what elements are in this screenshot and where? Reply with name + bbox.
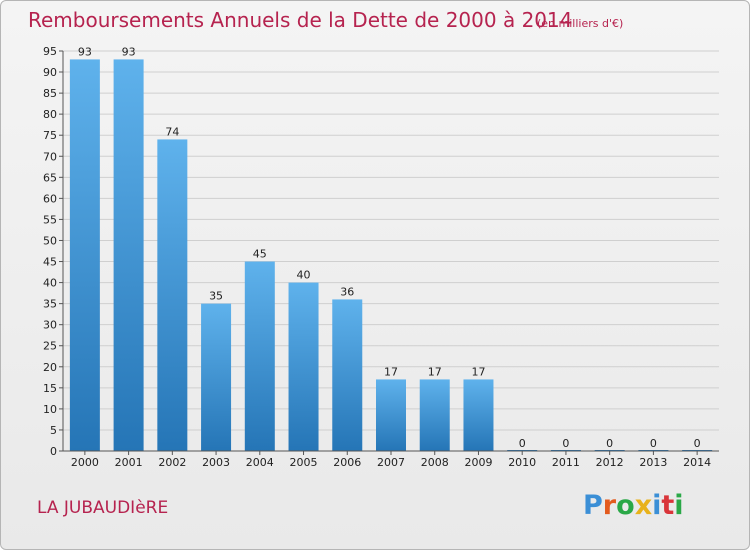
data-label-2010: 0 [519, 437, 526, 450]
y-tick-label: 55 [43, 213, 57, 226]
y-tick-label: 60 [43, 192, 57, 205]
y-tick-label: 90 [43, 66, 57, 79]
x-tick-label-2013: 2013 [639, 456, 667, 469]
y-tick-label: 45 [43, 256, 57, 269]
x-tick-label-2001: 2001 [115, 456, 143, 469]
x-tick-label-2003: 2003 [202, 456, 230, 469]
x-tick-label-2011: 2011 [552, 456, 580, 469]
y-tick-label: 35 [43, 298, 57, 311]
x-axis: 2000 2001 2002 2003 2004 2005 2006 2007 2008 2009… [63, 450, 719, 469]
data-label-2001: 93 [122, 45, 136, 58]
x-tick-label-2002: 2002 [158, 456, 186, 469]
commune-name: LA JUBAUDIèRE [37, 498, 169, 518]
bar-2009 [463, 379, 494, 451]
data-label-2006: 36 [340, 285, 354, 298]
logo-letter: i [674, 490, 684, 521]
bars [69, 59, 713, 451]
y-tick-label: 30 [43, 319, 57, 332]
y-tick-label: 20 [43, 361, 57, 374]
x-tick-label-2012: 2012 [596, 456, 624, 469]
logo-letter: r [602, 490, 617, 521]
logo-letter: x [634, 490, 653, 521]
logo-letter: i [652, 490, 662, 521]
x-tick-label-2008: 2008 [421, 456, 449, 469]
bar-2003 [201, 303, 232, 451]
data-label-2008: 17 [428, 365, 442, 378]
data-label-2000: 93 [78, 45, 92, 58]
proxiti-logo: Proxiti [583, 490, 684, 521]
y-tick-label: 80 [43, 108, 57, 121]
y-tick-label: 25 [43, 340, 57, 353]
bar-2000 [69, 59, 100, 451]
y-tick-label: 40 [43, 277, 57, 290]
x-tick-label-2005: 2005 [290, 456, 318, 469]
bar-2001 [113, 59, 144, 451]
bar-2008 [419, 379, 450, 451]
data-label-2013: 0 [650, 437, 657, 450]
logo-letter: o [616, 490, 635, 521]
data-label-2007: 17 [384, 365, 398, 378]
y-tick-label: 15 [43, 382, 57, 395]
data-label-2004: 45 [253, 248, 267, 261]
data-label-2005: 40 [297, 269, 311, 282]
x-tick-label-2010: 2010 [508, 456, 536, 469]
x-tick-label-2009: 2009 [464, 456, 492, 469]
data-label-2012: 0 [606, 437, 613, 450]
y-axis: 0 5 10 15 20 25 30 35 40 45 50 55 60 65 70 75 80 85 90 95 [43, 45, 64, 458]
bar-2006 [332, 299, 363, 451]
bar-2004 [244, 261, 275, 451]
x-tick-label-2000: 2000 [71, 456, 99, 469]
logo-letter: t [661, 490, 675, 521]
y-tick-label: 10 [43, 403, 57, 416]
data-labels: 93 93 74 35 45 40 36 17 17 17 0 0 0 0 0 [78, 45, 701, 450]
y-tick-label: 0 [50, 445, 57, 458]
data-label-2011: 0 [562, 437, 569, 450]
x-tick-label-2006: 2006 [333, 456, 361, 469]
y-tick-label: 85 [43, 87, 57, 100]
y-tick-label: 50 [43, 234, 57, 247]
chart-subtitle: (en milliers d'€) [537, 17, 624, 30]
x-tick-label-2004: 2004 [246, 456, 274, 469]
y-tick-label: 75 [43, 129, 57, 142]
data-label-2014: 0 [694, 437, 701, 450]
chart-title: Remboursements Annuels de la Dette de 20… [28, 8, 573, 32]
y-tick-label: 5 [50, 424, 57, 437]
y-tick-label: 95 [43, 45, 57, 58]
y-tick-label: 70 [43, 150, 57, 163]
data-label-2003: 35 [209, 290, 223, 303]
data-label-2002: 74 [165, 125, 179, 138]
x-tick-label-2007: 2007 [377, 456, 405, 469]
x-tick-label-2014: 2014 [683, 456, 711, 469]
bar-2005 [288, 282, 319, 451]
y-tick-label: 65 [43, 171, 57, 184]
data-label-2009: 17 [471, 365, 485, 378]
bar-2007 [376, 379, 406, 451]
logo-letter: P [583, 490, 603, 521]
bar-2002 [157, 139, 188, 451]
